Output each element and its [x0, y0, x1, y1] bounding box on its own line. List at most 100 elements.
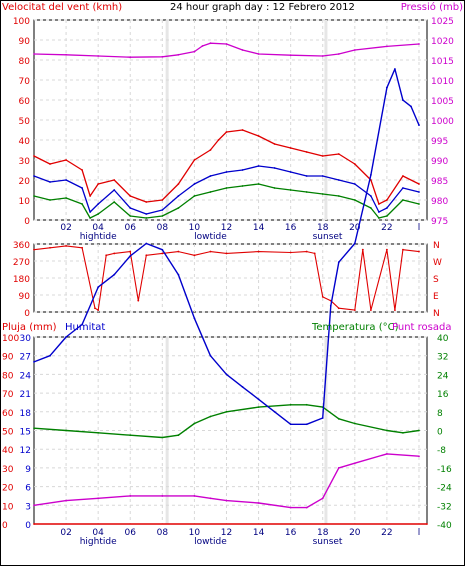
- rain-tick-label: 80: [2, 371, 14, 381]
- series-wind-direction-point: [65, 244, 67, 247]
- x-annotation-label: lowtide: [194, 537, 227, 547]
- right-tick-label: 1010: [431, 77, 454, 87]
- series-green-point: [385, 215, 388, 217]
- series-blue-point: [289, 423, 292, 426]
- series-blue-point: [321, 417, 324, 419]
- humidity-axis-label: Humitat: [65, 322, 105, 333]
- series-red-point: [65, 159, 67, 161]
- rain-tick-label: 10: [2, 502, 14, 512]
- series-magenta-point: [193, 50, 196, 53]
- series-magenta-point: [418, 43, 420, 45]
- daylight-marker: [324, 337, 328, 524]
- left-tick-label: 360: [13, 241, 30, 251]
- plot-area: [33, 243, 428, 313]
- series-red-point: [33, 523, 35, 525]
- compass-label: N: [433, 309, 440, 319]
- series-magenta-point: [97, 497, 100, 500]
- series-blue-point: [385, 207, 388, 209]
- series-magenta-point: [129, 56, 132, 59]
- rain-tick-label: 70: [2, 390, 14, 400]
- series-blue-point: [369, 174, 372, 176]
- series-green-point: [33, 195, 35, 197]
- series-red-point: [402, 175, 404, 177]
- wind-pressure-panel: 0102030405060708090100975980985990995100…: [13, 17, 454, 242]
- series-blue-point: [257, 165, 260, 167]
- temperature-tick-label: 8: [437, 409, 443, 419]
- x-tick-label: 18: [317, 528, 329, 538]
- temperature-tick-label: -8: [437, 446, 446, 456]
- left-tick-label: 180: [13, 275, 30, 285]
- right-tick-label: 1005: [431, 97, 454, 107]
- rain-tick-label: 30: [2, 465, 14, 475]
- header-right-label: Pressió (mb): [401, 1, 463, 13]
- series-magenta-point: [225, 43, 228, 45]
- series-green-point: [81, 203, 84, 205]
- left-tick-label: 90: [19, 37, 31, 47]
- right-tick-label: 980: [431, 197, 448, 207]
- series-green-point: [33, 427, 35, 430]
- series-green-point: [209, 415, 212, 418]
- plot-area: [33, 336, 428, 525]
- series-wind-direction-point: [385, 248, 388, 251]
- series-magenta-point: [385, 45, 388, 48]
- series-wind-direction-point: [402, 248, 404, 251]
- series-blue-point: [161, 248, 164, 251]
- temperature-tick-label: 40: [437, 334, 449, 344]
- series-red-point: [81, 169, 84, 171]
- humidity-tick-label: 3: [25, 502, 31, 512]
- series-blue-point: [81, 323, 84, 326]
- series-magenta-point: [385, 452, 388, 455]
- series-magenta-point: [161, 495, 164, 497]
- series-green-point: [353, 199, 356, 201]
- series-wind-direction-point: [137, 299, 140, 302]
- series-blue-point: [129, 207, 132, 209]
- series-magenta-point: [257, 53, 260, 55]
- x-tick-label: 14: [253, 528, 265, 538]
- series-magenta-point: [209, 42, 212, 45]
- series-blue-point: [353, 242, 356, 245]
- rain-tick-label: 100: [2, 334, 19, 344]
- series-blue-point: [377, 211, 380, 213]
- series-magenta: [33, 453, 420, 509]
- series-green-point: [402, 431, 404, 434]
- series-blue-point: [353, 183, 356, 185]
- series-green-point: [353, 422, 356, 425]
- humidity-tick-label: 0: [25, 521, 31, 531]
- series-green-point: [241, 185, 244, 187]
- daylight-marker: [324, 20, 328, 220]
- x-tick-label: l: [418, 528, 421, 538]
- compass-label: E: [433, 292, 439, 302]
- humidity-tick-label: 6: [25, 484, 31, 494]
- series-red-point: [241, 129, 244, 131]
- series-blue-point: [145, 242, 148, 245]
- series-green-point: [65, 429, 67, 432]
- temperature-tick-label: -32: [437, 502, 452, 512]
- series-magenta-point: [161, 55, 164, 58]
- series-blue-point: [113, 189, 116, 191]
- series-red-point: [193, 159, 196, 161]
- series-blue-point: [241, 385, 244, 388]
- series-green-point: [225, 410, 228, 413]
- series-blue-point: [289, 171, 292, 173]
- series-magenta-point: [289, 54, 292, 57]
- rain-tick-label: 0: [2, 521, 8, 531]
- series-magenta-point: [337, 467, 340, 469]
- series-magenta: [33, 42, 420, 58]
- series-green-point: [129, 434, 132, 437]
- series-magenta-point: [177, 53, 180, 56]
- series-green-point: [385, 429, 388, 432]
- series-magenta-point: [305, 506, 308, 509]
- series-red-point: [418, 183, 420, 185]
- series-red-point: [289, 147, 292, 149]
- x-tick-label: 16: [285, 223, 297, 233]
- series-red-point: [113, 179, 116, 181]
- series-magenta-point: [418, 455, 420, 458]
- series-blue-point: [225, 171, 228, 173]
- series-wind-direction-point: [177, 250, 180, 253]
- temperature-tick-label: 16: [437, 390, 449, 400]
- x-tick-label: 12: [221, 528, 232, 538]
- series-red-point: [225, 131, 228, 133]
- series-blue-point: [161, 209, 164, 211]
- temp-humidity-panel: 0102030405060708090100036912151821242730…: [2, 68, 452, 547]
- series-red-point: [49, 163, 51, 165]
